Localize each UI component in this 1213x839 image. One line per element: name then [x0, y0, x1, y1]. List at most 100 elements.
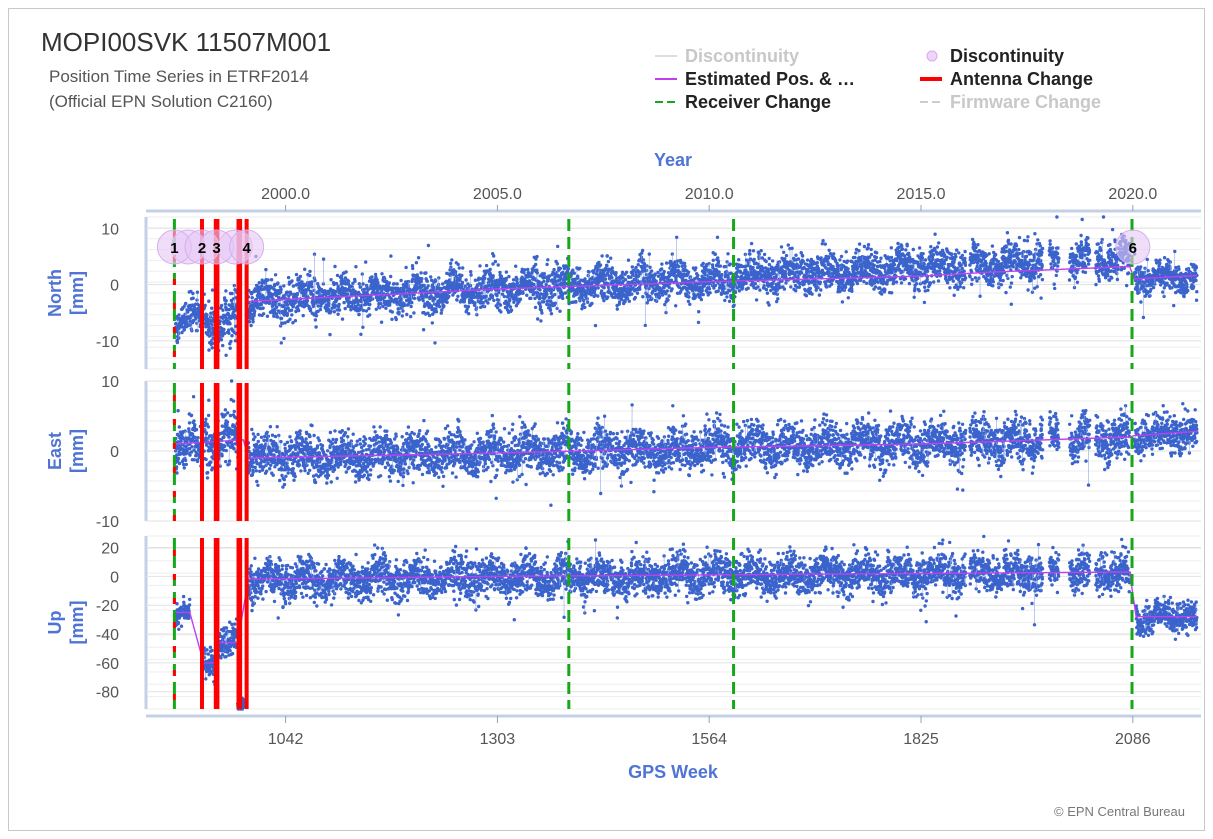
data-point [411, 266, 415, 271]
data-point [858, 278, 863, 282]
data-point [701, 292, 705, 297]
data-point [782, 250, 786, 254]
data-point [300, 280, 304, 284]
data-point [904, 248, 908, 252]
data-point [750, 280, 755, 285]
data-point [890, 291, 894, 295]
data-point [389, 274, 393, 279]
y-tick-label: 0 [110, 278, 119, 295]
data-point [846, 296, 850, 300]
data-point [257, 313, 262, 317]
data-point [999, 283, 1003, 287]
data-point [283, 321, 287, 325]
data-point [291, 305, 295, 309]
data-point [937, 241, 941, 245]
data-point [269, 278, 274, 282]
data-point [821, 239, 825, 243]
data-point [776, 297, 780, 301]
data-point [420, 277, 424, 281]
data-point [284, 309, 288, 313]
data-point [603, 277, 608, 281]
data-point [276, 281, 280, 285]
data-point [209, 311, 213, 315]
data-point [1000, 262, 1004, 266]
data-point [311, 304, 316, 309]
data-point [231, 305, 235, 309]
data-point [442, 304, 446, 308]
top-axis-title: Year [654, 150, 692, 170]
data-point [379, 320, 384, 324]
data-point [222, 331, 227, 336]
data-point [963, 249, 967, 254]
data-point [670, 287, 674, 291]
data-point [1011, 265, 1015, 269]
data-point [758, 288, 762, 292]
data-point [866, 243, 871, 247]
data-point [193, 307, 197, 311]
data-point [412, 311, 416, 315]
data-point [335, 273, 340, 278]
data-point [1017, 235, 1022, 240]
data-point [374, 307, 378, 311]
data-point [890, 270, 894, 275]
data-point [291, 321, 295, 325]
data-point [544, 282, 548, 287]
data-point [617, 300, 622, 304]
data-point [364, 309, 369, 313]
data-point [725, 295, 729, 299]
data-point [229, 339, 233, 344]
data-point [675, 235, 679, 239]
data-point [440, 308, 444, 312]
legend-item: Estimated Pos. & … [655, 69, 855, 89]
data-point [973, 276, 978, 280]
data-point [421, 328, 426, 332]
data-point [751, 249, 756, 253]
data-point [427, 313, 432, 318]
data-point [512, 300, 516, 304]
data-point [318, 307, 323, 312]
data-point [399, 278, 403, 283]
data-point [249, 323, 253, 328]
data-point [253, 309, 257, 313]
data-point [749, 241, 754, 246]
data-point [869, 252, 874, 257]
data-point [648, 265, 652, 269]
data-point [264, 267, 268, 272]
data-point [409, 314, 413, 319]
data-point [823, 242, 827, 246]
data-point [290, 313, 294, 317]
data-point [767, 256, 771, 261]
data-point [491, 274, 495, 278]
data-point [963, 263, 968, 267]
data-point [697, 310, 701, 314]
data-point [515, 277, 519, 281]
data-point [602, 291, 606, 296]
data-point [817, 293, 822, 297]
data-point [770, 259, 775, 263]
data-point [815, 261, 819, 265]
data-point [676, 264, 681, 269]
data-point [349, 308, 353, 312]
data-point [207, 299, 211, 303]
data-point [779, 245, 784, 249]
data-point [522, 271, 526, 275]
data-point [696, 273, 700, 278]
data-point [454, 270, 458, 274]
chart-subtitle-line2: (Official EPN Solution C2160) [49, 92, 273, 111]
data-point [857, 249, 861, 253]
data-point [566, 267, 571, 271]
data-point [615, 307, 619, 311]
data-point [498, 303, 503, 307]
data-point [177, 313, 181, 317]
data-point [287, 294, 291, 298]
data-point [455, 298, 459, 302]
data-point [653, 272, 657, 276]
data-point [232, 313, 237, 318]
data-point [740, 285, 745, 290]
data-point [279, 341, 283, 345]
data-point [266, 278, 270, 282]
data-point [273, 282, 277, 287]
data-point [839, 254, 844, 259]
data-point [991, 280, 995, 284]
